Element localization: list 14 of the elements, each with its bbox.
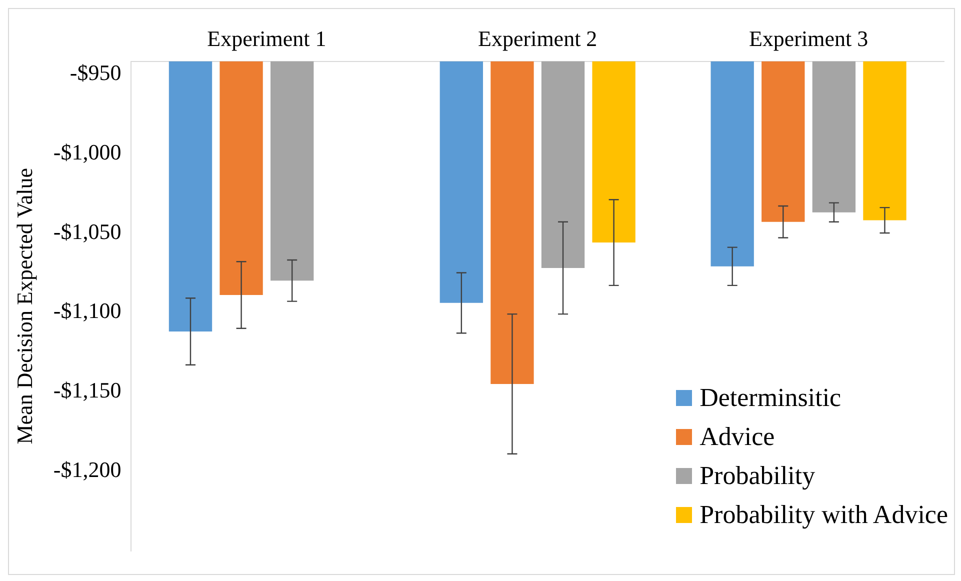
legend-label: Probability — [700, 460, 816, 492]
y-tick-label: -$1,000 — [53, 139, 122, 164]
y-tick-label: -$1,100 — [53, 298, 122, 324]
x-tick-label: Experiment 3 — [748, 26, 868, 51]
legend-label: Advice — [700, 421, 775, 453]
y-tick-label: -$1,200 — [53, 457, 122, 482]
y-tick-label: -$1,150 — [53, 378, 122, 403]
legend-label: Probability with Advice — [700, 499, 948, 531]
y-tick-label: -$1,050 — [53, 218, 122, 244]
x-tick-label: Experiment 1 — [207, 26, 326, 51]
x-tick-label: Experiment 2 — [478, 26, 598, 51]
y-axis-title: Mean Decision Expected Value — [12, 168, 37, 444]
y-tick-label: -$950 — [70, 60, 122, 85]
legend-label: Determinsitic — [700, 382, 842, 414]
